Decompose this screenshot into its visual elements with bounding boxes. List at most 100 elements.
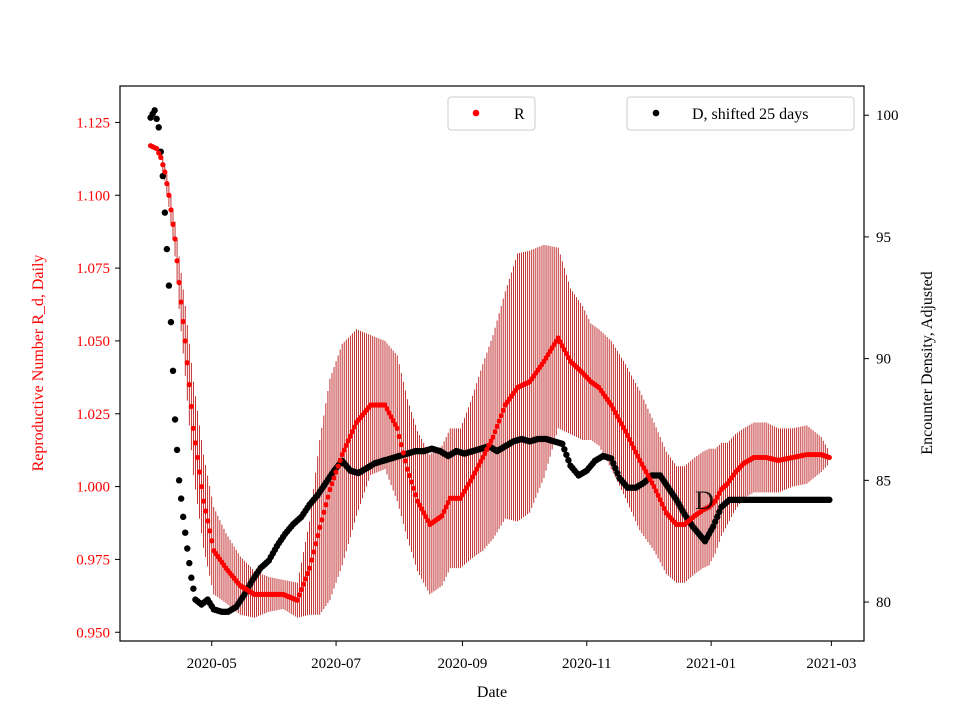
r-point: [400, 450, 406, 456]
r-point: [166, 192, 172, 198]
right-y-axis-label: Encounter Density, Adjusted: [919, 271, 936, 454]
r-point: [468, 478, 474, 484]
x-axis-ticks: 2020-05 2020-07 2020-09 2020-11 2021-01 2021-…: [187, 641, 856, 672]
d-point: [161, 209, 169, 216]
r-point: [480, 454, 486, 461]
r-point: [653, 488, 659, 494]
r-point: [200, 498, 207, 504]
r-point: [714, 494, 720, 500]
r-point: [302, 576, 309, 582]
r-point: [390, 417, 396, 424]
r-point: [484, 446, 490, 452]
r-point: [439, 513, 445, 519]
r-point: [168, 207, 174, 213]
r-point: [417, 502, 423, 508]
r-point: [351, 424, 358, 430]
r-point: [712, 498, 718, 504]
r-point: [203, 508, 209, 514]
r-point: [404, 466, 411, 472]
r-point: [492, 429, 498, 435]
r-point: [474, 466, 480, 472]
r-point: [325, 494, 331, 500]
r-point: [626, 436, 633, 443]
r-point: [198, 483, 205, 490]
d-point: [167, 318, 175, 326]
d-point: [151, 107, 158, 114]
d-point: [190, 585, 197, 592]
d-point: [171, 416, 179, 423]
r-point: [633, 449, 639, 455]
left-y-tick-label: 1.000: [76, 480, 110, 496]
d-point: [561, 446, 568, 453]
r-point: [306, 565, 313, 571]
r-point: [498, 413, 504, 419]
r-point: [160, 162, 166, 168]
r-point: [343, 442, 349, 448]
r-point: [659, 501, 665, 507]
r-point: [174, 258, 180, 264]
d-point: [184, 545, 191, 552]
r-point: [382, 402, 388, 408]
left-y-tick-label: 1.025: [76, 407, 110, 423]
d-point: [712, 518, 719, 525]
r-point: [205, 518, 211, 524]
r-point: [313, 541, 319, 547]
d-point: [826, 496, 833, 504]
r-point: [472, 470, 478, 476]
r-point: [559, 343, 565, 349]
r-point: [423, 514, 429, 520]
r-point: [158, 154, 164, 160]
r-point: [415, 498, 421, 504]
r-point: [445, 500, 451, 506]
r-point: [563, 350, 570, 357]
r-point: [419, 506, 425, 512]
d-point: [179, 513, 187, 521]
r-point: [349, 429, 355, 435]
r-point: [296, 592, 302, 598]
r-point: [304, 570, 311, 577]
r-point: [402, 458, 408, 464]
r-point: [347, 433, 353, 439]
legend-r-marker: [472, 109, 480, 117]
r-point: [657, 497, 663, 503]
r-series-points: [147, 143, 832, 603]
r-point: [412, 492, 419, 498]
legend-d: D, shifted 25 days: [626, 96, 855, 131]
r-point: [386, 410, 392, 416]
x-tick-label: 2021-03: [806, 656, 856, 672]
d-point: [165, 282, 173, 289]
r-point: [388, 414, 394, 420]
d-point: [186, 559, 193, 567]
r-point: [384, 406, 390, 412]
r-point: [476, 462, 482, 468]
d-point: [565, 457, 572, 464]
legend-d-label: D, shifted 25 days: [692, 106, 808, 123]
r-point: [209, 538, 215, 544]
r-point: [406, 472, 413, 479]
d-point: [163, 245, 171, 253]
r-point: [170, 221, 176, 227]
r-point: [182, 338, 188, 344]
d-point: [559, 440, 566, 448]
r-point: [624, 432, 631, 438]
r-point: [392, 421, 398, 428]
d-point: [714, 513, 721, 521]
r-point: [164, 181, 170, 187]
left-y-tick-label: 0.950: [76, 625, 110, 641]
left-y-axis-ticks: 0.950 0.975 1.000 1.025 1.050 1.075 1.100 1.125: [76, 115, 120, 641]
r-point: [496, 418, 502, 424]
right-y-tick-label: 85: [876, 473, 891, 489]
r-point: [172, 236, 178, 242]
right-y-axis-ticks: 80 85 90 95 100: [864, 108, 899, 611]
d-point: [610, 460, 617, 467]
r-point: [188, 403, 194, 410]
legend-d-marker: [652, 109, 660, 117]
r-point: [321, 509, 327, 515]
d-point: [608, 455, 615, 462]
r-point: [323, 502, 329, 508]
r-point: [329, 481, 335, 487]
left-y-tick-label: 1.100: [76, 188, 110, 204]
r-point: [162, 169, 168, 175]
r-point: [207, 528, 213, 534]
